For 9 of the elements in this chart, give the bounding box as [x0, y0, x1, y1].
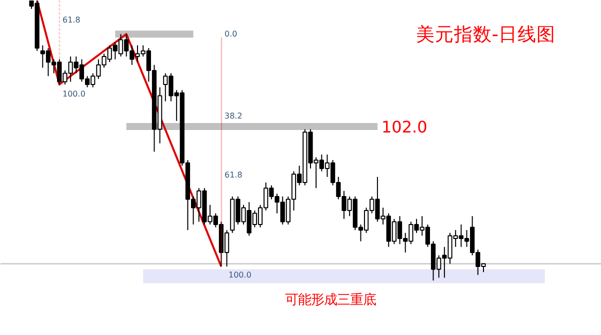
- text: 美元指数-日线图: [416, 24, 556, 46]
- annotation: 0.0: [224, 30, 238, 38]
- annotation: 61.8: [224, 170, 242, 180]
- annotation: 38.2: [224, 112, 242, 120]
- annotation: 61.8: [62, 16, 80, 24]
- annotation: 100.0: [62, 90, 86, 98]
- annotation: 100.0: [228, 270, 252, 280]
- annotation: 102.0: [382, 118, 428, 136]
- text: 可能形成三重底: [285, 293, 376, 308]
